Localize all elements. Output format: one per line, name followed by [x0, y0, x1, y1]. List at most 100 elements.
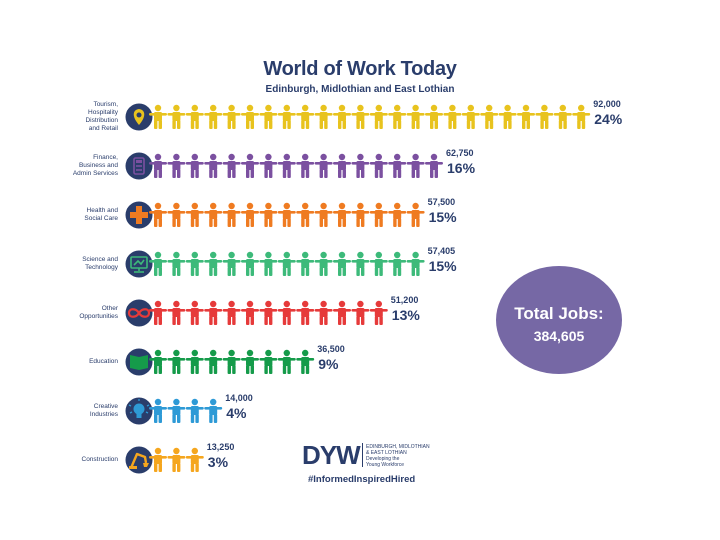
person-mark	[204, 251, 223, 276]
person-mark	[314, 202, 333, 227]
person-mark	[167, 349, 186, 374]
dyw-brand: DYW	[302, 440, 361, 470]
person-mark	[222, 202, 241, 227]
person-mark	[388, 104, 407, 129]
value-label: 51,200	[390, 295, 419, 305]
category-label: Education	[89, 358, 118, 365]
person-mark	[149, 300, 167, 325]
person-mark	[185, 251, 204, 276]
value-label: 14,000	[225, 393, 253, 403]
person-mark	[333, 153, 351, 178]
person-mark	[351, 251, 370, 276]
person-mark	[222, 349, 241, 374]
percent-label: 15%	[428, 209, 457, 225]
category-label: Creative Industries	[89, 403, 118, 418]
person-mark	[204, 104, 223, 129]
person-mark	[259, 153, 278, 178]
person-mark	[149, 153, 167, 178]
person-mark	[277, 300, 296, 325]
value-label: 57,500	[427, 197, 456, 207]
value-label: 92,000	[593, 99, 621, 109]
person-mark	[314, 300, 333, 325]
chart-row	[125, 152, 443, 180]
category-icon-circle	[125, 250, 153, 278]
value-label: 57,405	[427, 246, 456, 256]
person-mark	[369, 104, 388, 129]
person-mark	[314, 153, 333, 178]
percent-label: 3%	[207, 454, 229, 470]
logo-divider	[362, 443, 363, 467]
person-mark	[351, 300, 370, 325]
page-title: World of Work Today	[263, 58, 457, 80]
person-mark	[204, 398, 223, 423]
person-mark	[480, 104, 499, 129]
chart-row	[125, 397, 223, 425]
value-label: 36,500	[317, 344, 345, 354]
category-label: Finance, Business and Admin Services	[72, 154, 118, 177]
person-mark	[204, 153, 223, 178]
person-mark	[406, 153, 425, 178]
person-mark	[259, 300, 278, 325]
person-mark	[185, 349, 204, 374]
category-label: Tourism, Hospitality Distribution and Retai…	[85, 101, 118, 132]
total-jobs-value: 384,605	[533, 328, 585, 344]
person-mark	[388, 251, 407, 276]
monitor-icon	[130, 256, 148, 273]
person-mark	[406, 251, 425, 276]
chart-row	[125, 348, 315, 376]
crane-icon	[129, 452, 149, 469]
person-mark	[204, 202, 223, 227]
person-mark	[167, 398, 186, 423]
person-mark	[167, 251, 186, 276]
person-mark	[185, 300, 204, 325]
person-mark	[259, 251, 278, 276]
person-mark	[167, 202, 186, 227]
person-mark	[167, 300, 186, 325]
chart-row	[125, 250, 425, 278]
percent-label: 9%	[318, 356, 339, 372]
map-pin-icon	[133, 109, 145, 125]
percent-label: 24%	[594, 111, 623, 127]
person-mark	[333, 202, 351, 227]
person-mark	[369, 202, 388, 227]
person-mark	[222, 104, 241, 129]
person-mark	[259, 202, 278, 227]
person-mark	[425, 153, 443, 178]
person-mark	[241, 349, 259, 374]
logo-line-4: Young Workforce	[366, 462, 405, 468]
category-icon-circle	[125, 446, 153, 474]
person-mark	[369, 251, 388, 276]
person-mark	[241, 202, 259, 227]
value-label: 13,250	[206, 442, 235, 452]
percent-label: 15%	[428, 258, 457, 274]
person-mark	[277, 104, 296, 129]
category-label: Health and Social Care	[84, 207, 118, 222]
total-jobs-label: Total Jobs:	[514, 304, 604, 323]
person-mark	[351, 153, 370, 178]
person-mark	[425, 104, 443, 129]
category-label: Construction	[81, 456, 119, 463]
person-mark	[167, 447, 186, 472]
person-mark	[149, 349, 167, 374]
value-label: 62,750	[446, 148, 474, 158]
person-mark	[277, 202, 296, 227]
person-mark	[167, 153, 186, 178]
person-mark	[388, 202, 407, 227]
person-mark	[241, 300, 259, 325]
person-mark	[241, 104, 259, 129]
person-mark	[277, 349, 296, 374]
total-jobs-badge: Total Jobs: 384,605	[496, 266, 622, 374]
person-mark	[185, 398, 204, 423]
person-mark	[222, 153, 241, 178]
person-mark	[222, 251, 241, 276]
person-mark	[388, 153, 407, 178]
person-mark	[185, 153, 204, 178]
chart-row	[125, 446, 204, 474]
person-mark	[185, 447, 204, 472]
person-mark	[149, 202, 167, 227]
person-mark	[149, 447, 167, 472]
person-mark	[241, 153, 259, 178]
person-mark	[222, 300, 241, 325]
dyw-logo: DYW EDINBURGH, MIDLOTHIAN & EAST LOTHIAN…	[302, 440, 462, 490]
